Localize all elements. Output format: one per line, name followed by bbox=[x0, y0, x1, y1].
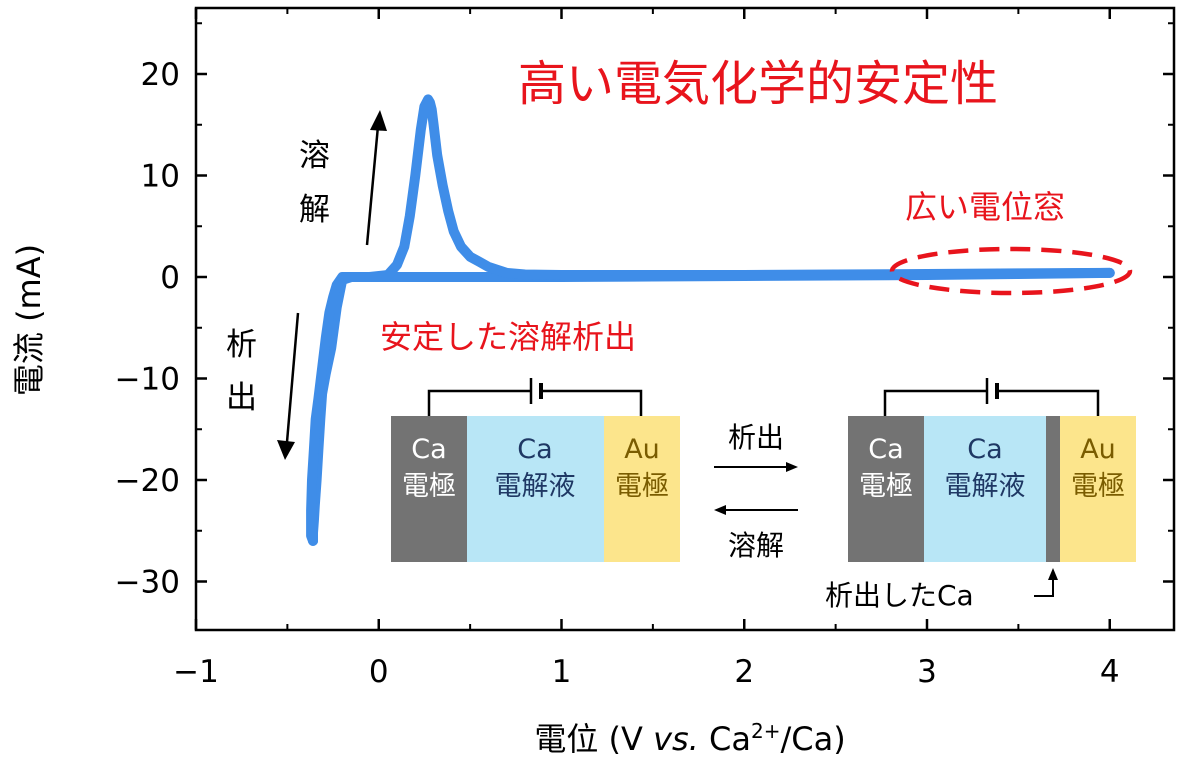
x-axis-label-post: /Ca) bbox=[780, 720, 845, 758]
electrolyte-left-l2: 電解液 bbox=[495, 471, 576, 502]
x-tick-label: −1 bbox=[173, 654, 219, 690]
ca-electrode-right-l2: 電極 bbox=[859, 471, 913, 502]
y-tick-label: 0 bbox=[160, 260, 180, 296]
x-axis-label-pre: 電位 (V bbox=[534, 720, 653, 758]
au-electrode-left bbox=[604, 416, 680, 562]
au-electrode-right-l2: 電極 bbox=[1071, 471, 1125, 502]
dissolve-arrow-shaft bbox=[365, 125, 380, 246]
ca-electrode-right bbox=[848, 416, 924, 562]
ca-electrode-left bbox=[391, 416, 467, 562]
ca-electrode-right-l1: Ca bbox=[868, 434, 903, 465]
deposit-label-2: 出 bbox=[226, 380, 257, 416]
x-tick-label: 3 bbox=[917, 654, 937, 690]
deposited-ca-label: 析出したCa bbox=[825, 579, 974, 612]
deposit-arrow-head bbox=[277, 440, 295, 460]
cell-diagram-left: Ca 電極 Ca 電解液 Au 電極 bbox=[391, 378, 680, 562]
circuit-wire-right bbox=[883, 389, 987, 416]
circuit-wire-left-b bbox=[541, 389, 643, 416]
window-ellipse bbox=[889, 246, 1133, 296]
ca-electrode-left-l1: Ca bbox=[411, 434, 446, 465]
cv-curve-segment-3 bbox=[364, 94, 1115, 282]
au-electrode-left-l2: 電極 bbox=[615, 471, 669, 502]
cell-diagram-right: Ca 電極 Ca 電解液 Au 電極 析出したCa bbox=[825, 378, 1136, 612]
annotation-window: 広い電位窓 bbox=[905, 188, 1065, 226]
dissolve-label-1: 溶 bbox=[299, 138, 330, 174]
y-tick-label: 20 bbox=[141, 57, 180, 93]
au-electrode-right bbox=[1060, 416, 1136, 562]
plot-frame bbox=[194, 6, 1176, 632]
x-axis-label-mid: Ca bbox=[699, 720, 751, 758]
deposit-label-1: 析 bbox=[226, 327, 257, 363]
arrow-dissolve-label: 溶解 bbox=[728, 529, 784, 562]
deposited-ca-layer bbox=[1046, 416, 1060, 562]
arrow-deposit-label: 析出 bbox=[728, 421, 784, 454]
ca-electrode-left-l2: 電極 bbox=[402, 471, 456, 502]
x-tick-label: 4 bbox=[1100, 654, 1120, 690]
y-tick-label: −10 bbox=[115, 362, 180, 398]
au-electrode-right-l1: Au bbox=[1080, 434, 1116, 465]
y-tick-label: −20 bbox=[115, 463, 180, 499]
x-tick-label: 1 bbox=[552, 654, 572, 690]
y-tick-label: −30 bbox=[115, 565, 180, 601]
annotation-stable: 安定した溶解析出 bbox=[380, 318, 636, 356]
electrolyte-right-l1: Ca bbox=[967, 434, 1002, 465]
x-axis-label-sup: 2+ bbox=[751, 719, 780, 743]
electrolyte-left bbox=[467, 416, 604, 562]
chart-title: 高い電気化学的安定性 bbox=[518, 56, 998, 112]
dissolve-arrow-head bbox=[370, 110, 387, 131]
circuit-wire-left bbox=[427, 389, 531, 416]
circuit-wire-right-b bbox=[997, 389, 1100, 416]
arrow-deposit-head bbox=[786, 462, 798, 472]
deposited-ca-pointer bbox=[1034, 578, 1054, 597]
au-electrode-left-l1: Au bbox=[624, 434, 660, 465]
arrow-dissolve-head bbox=[714, 505, 726, 515]
deposited-ca-pointer-head bbox=[1048, 568, 1058, 580]
axis-ticks bbox=[194, 8, 1174, 630]
deposit-arrow-shaft bbox=[285, 312, 300, 443]
electrolyte-left-l1: Ca bbox=[517, 434, 552, 465]
y-axis-label: 電流 (mA) bbox=[10, 244, 48, 396]
x-tick-label: 0 bbox=[369, 654, 389, 690]
electrolyte-right-l2: 電解液 bbox=[945, 471, 1026, 502]
y-tick-label: 10 bbox=[141, 159, 180, 195]
cv-curve-segment-2 bbox=[306, 272, 375, 546]
x-axis-label-vs: vs. bbox=[653, 720, 699, 758]
dissolve-label-2: 解 bbox=[299, 192, 330, 228]
x-axis-label: 電位 (V vs. Ca2+/Ca) bbox=[534, 719, 845, 758]
series-group bbox=[306, 94, 1115, 546]
x-tick-label: 2 bbox=[734, 654, 754, 690]
electrolyte-right bbox=[924, 416, 1046, 562]
